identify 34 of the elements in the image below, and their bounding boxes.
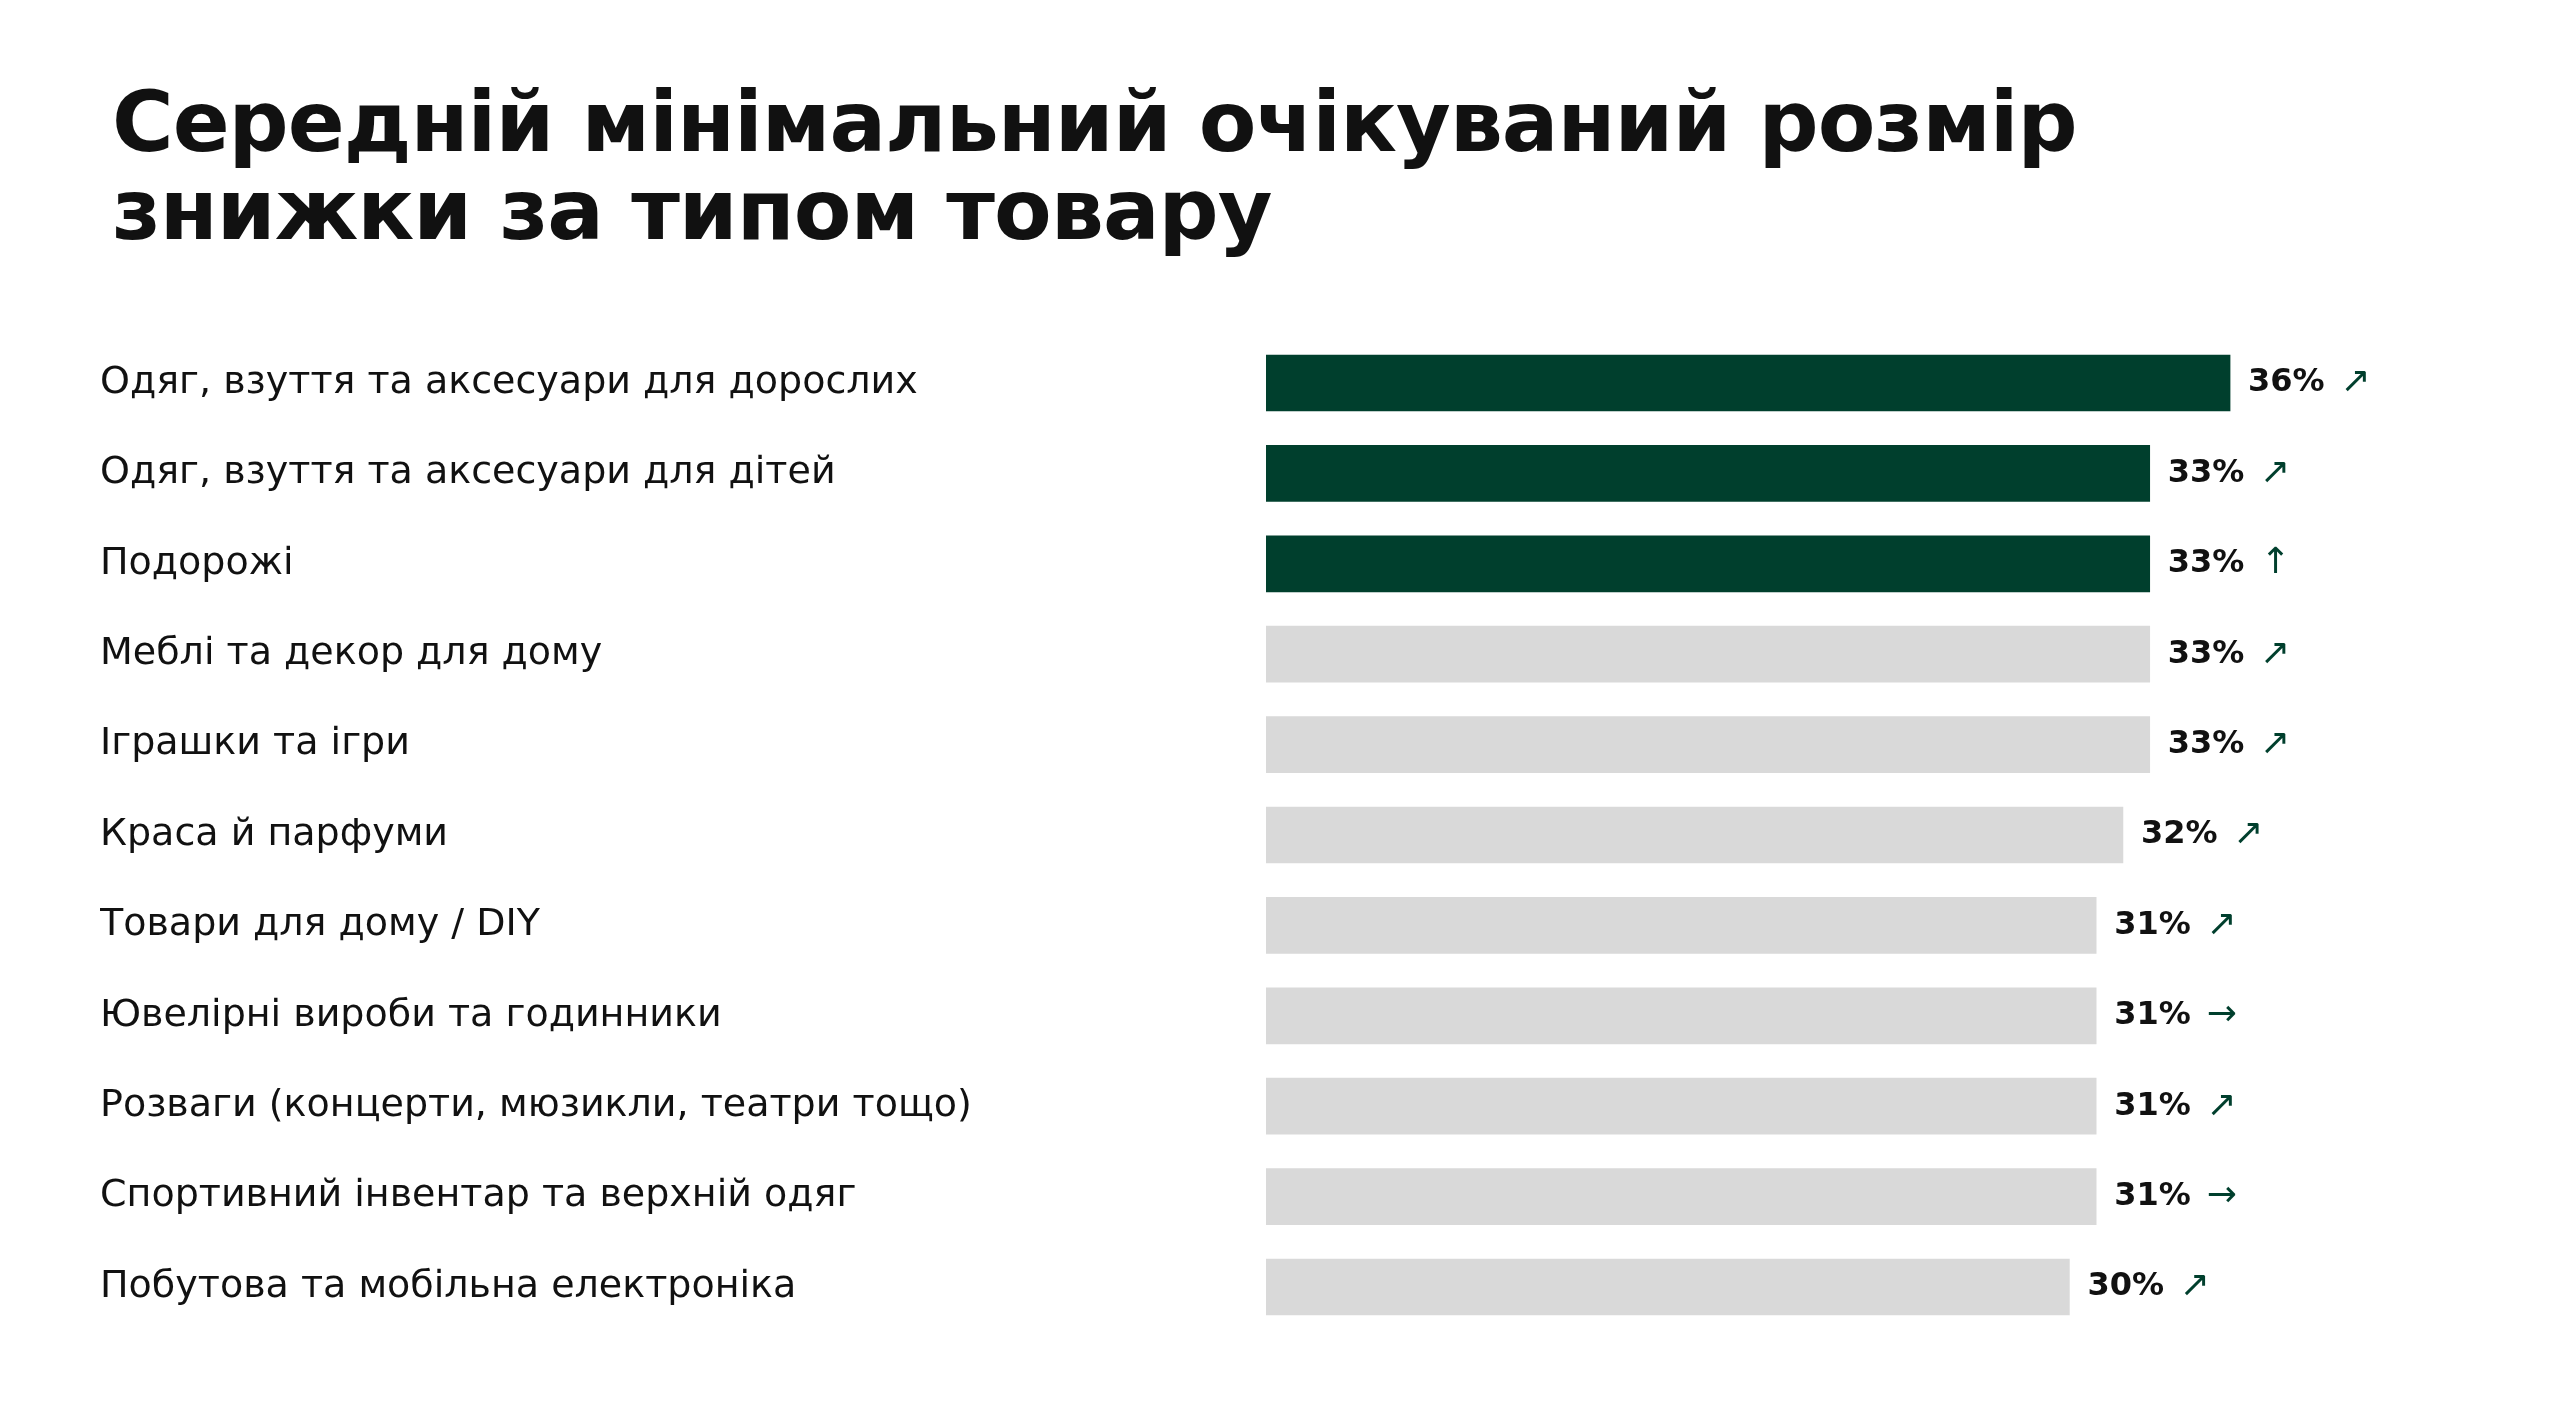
bar	[1266, 1258, 2070, 1316]
data-label: 36% ↗	[2248, 359, 2371, 401]
data-label: 33% ↗	[2167, 630, 2291, 672]
y-tick-label: Меблі та декор для дому	[100, 629, 603, 674]
y-tick-label: Побутова та мобільна електроніка	[100, 1261, 797, 1306]
data-label: 33% ↑	[2167, 540, 2291, 582]
y-tick-label: Ювелірні вироби та годинники	[100, 990, 722, 1035]
chart-title: Середній мінімальний очікуваний розмір знижки за типом товару	[112, 73, 2078, 259]
data-label: 31% →	[2114, 1172, 2237, 1214]
data-label: 30% ↗	[2087, 1263, 2211, 1305]
y-tick-label: Краса й парфуми	[100, 809, 449, 854]
y-tick-label: Іграшки та ігри	[100, 719, 410, 764]
bar	[1266, 1077, 2097, 1135]
y-tick-label: Товари для дому / DIY	[99, 900, 541, 945]
y-tick-label: Подорожі	[100, 538, 294, 583]
bar	[1266, 445, 2151, 502]
data-label: 31% ↗	[2114, 901, 2237, 943]
y-tick-label: Одяг, взуття та аксесуари для дітей	[100, 448, 836, 493]
bar	[1266, 625, 2151, 683]
data-label: 33% ↗	[2167, 449, 2291, 491]
y-tick-label: Одяг, взуття та аксесуари для дорослих	[100, 357, 918, 402]
bar	[1266, 716, 2151, 773]
bar	[1266, 354, 2231, 412]
y-tick-label: Спортивний інвентар та верхній одяг	[100, 1171, 857, 1216]
bar	[1266, 987, 2097, 1045]
y-tick-label: Розваги (концерти, мюзикли, театри тощо)	[100, 1081, 972, 1126]
bar	[1266, 1168, 2097, 1225]
data-label: 31% ↗	[2114, 1082, 2237, 1124]
data-label: 31% →	[2114, 992, 2237, 1034]
bar	[1266, 806, 2124, 864]
data-label: 33% ↗	[2167, 720, 2291, 762]
bar	[1266, 897, 2097, 954]
bar	[1266, 535, 2151, 593]
data-label: 32% ↗	[2140, 811, 2264, 853]
